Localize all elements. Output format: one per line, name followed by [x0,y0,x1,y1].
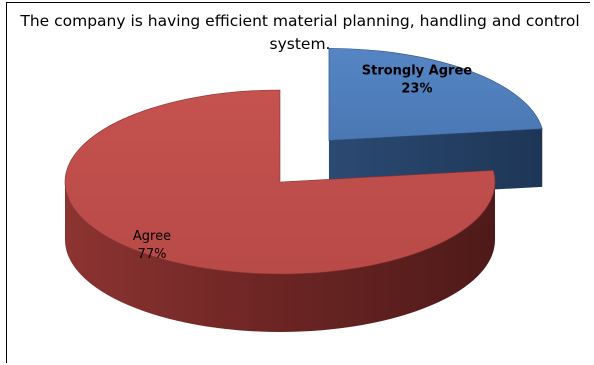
slice-side-wall [65,182,495,332]
data-label-percent: 23% [401,81,432,96]
data-label-percent: 77% [138,247,167,262]
pie-slice-agree [64,89,496,332]
data-label-category: Agree [133,229,171,244]
slice-top-face [328,48,543,141]
slice-top-face [64,89,496,275]
data-label-category: Strongly Agree [362,63,473,78]
chart-title: The company is having efficient material… [20,12,580,53]
